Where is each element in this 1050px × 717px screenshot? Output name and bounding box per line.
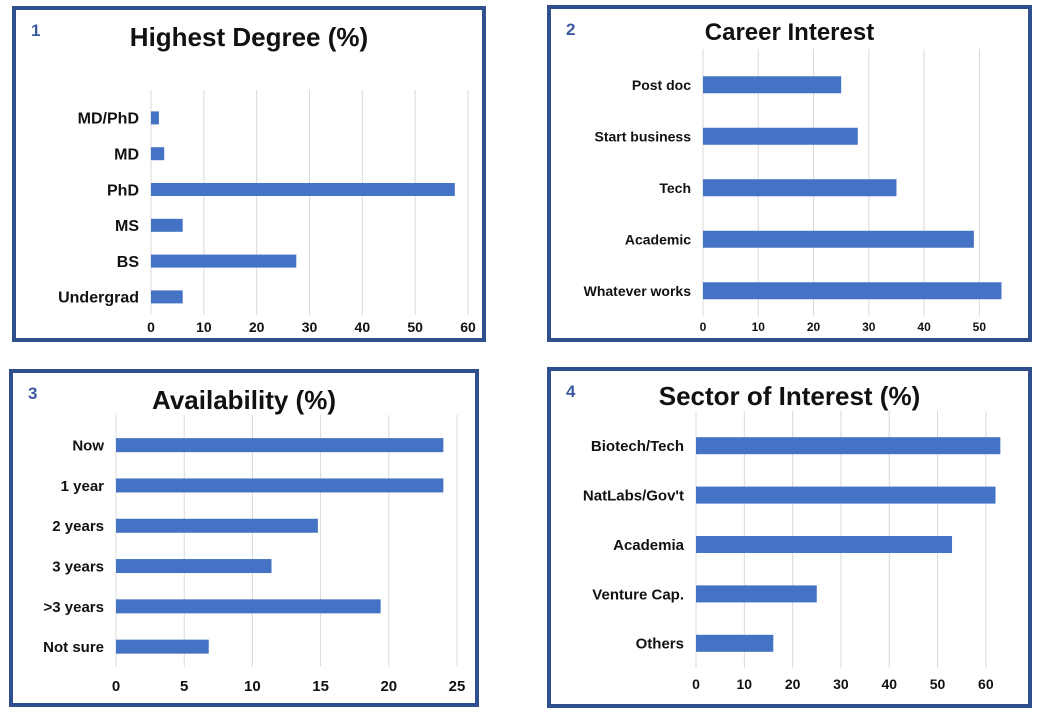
category-label: Now [72, 438, 104, 455]
x-tick-label: 25 [449, 678, 466, 695]
x-tick-label: 40 [917, 320, 931, 334]
category-label: 3 years [52, 558, 104, 575]
x-tick-label: 0 [112, 678, 120, 695]
bar [703, 282, 1002, 300]
category-label: Others [636, 636, 684, 653]
chart-title: Highest Degree (%) [129, 22, 369, 52]
bar [696, 634, 774, 652]
bar [151, 147, 165, 161]
x-tick-label: 20 [807, 320, 821, 334]
bar [151, 111, 159, 125]
bar [696, 585, 817, 603]
category-label: BS [117, 254, 140, 271]
bar [116, 559, 272, 574]
category-label: Post doc [632, 77, 691, 93]
bar [703, 127, 858, 145]
x-tick-label: 20 [249, 319, 265, 335]
category-label: Tech [659, 180, 691, 196]
bar [151, 290, 183, 304]
x-tick-label: 0 [692, 676, 700, 692]
chart-title: Availability (%) [152, 385, 336, 415]
bar [151, 183, 455, 196]
category-label: MD [114, 146, 139, 163]
chart-plot: 0 5 10 15 20 25 Now 1 year 2 years 3 years >3 year… [43, 415, 466, 695]
category-label: PhD [107, 182, 139, 199]
x-tick-label: 60 [460, 319, 476, 335]
chart-panel-career-interest: 2 Career Interest 0 10 20 30 40 50 Post doc Sta… [547, 5, 1032, 342]
category-label: 1 year [61, 478, 105, 495]
x-tick-label: 5 [180, 678, 188, 695]
category-label: >3 years [44, 599, 104, 616]
category-label: Not sure [43, 639, 104, 656]
bar [116, 518, 318, 533]
bar [696, 536, 953, 553]
x-tick-label: 30 [302, 319, 318, 335]
chart-plot: 0 10 20 30 40 50 60 MD/PhD MD PhD MS BS Undergrad [58, 90, 476, 335]
x-tick-label: 0 [147, 319, 155, 335]
x-tick-label: 40 [355, 319, 371, 335]
x-tick-label: 60 [978, 676, 994, 692]
category-label: Academic [625, 231, 691, 247]
bar [703, 230, 974, 248]
x-tick-label: 10 [737, 676, 753, 692]
bar [696, 437, 1001, 455]
bar [703, 76, 842, 94]
bar [116, 438, 444, 453]
chart-title: Sector of Interest (%) [658, 381, 921, 411]
category-label: Academia [613, 537, 685, 554]
chart-plot: 0 10 20 30 40 50 Post doc Start business Tech Aca… [584, 49, 1002, 334]
category-label: Start business [595, 128, 692, 144]
chart-panel-highest-degree: 1 Highest Degree (%) 0 10 20 30 40 50 60 MD/PhD… [12, 6, 486, 342]
bar [116, 599, 381, 614]
category-label: Undergrad [58, 290, 139, 307]
bar [151, 254, 297, 268]
panel-number: 3 [28, 384, 38, 403]
panel-number: 1 [31, 21, 41, 40]
category-label: Biotech/Tech [591, 438, 684, 455]
x-tick-label: 10 [196, 319, 212, 335]
x-tick-label: 10 [244, 678, 261, 695]
category-label: Whatever works [584, 283, 692, 299]
category-label: MS [115, 218, 139, 235]
category-label: NatLabs/Gov't [583, 488, 684, 505]
panel-number: 4 [566, 382, 576, 401]
category-label: Venture Cap. [592, 586, 684, 603]
x-tick-label: 40 [881, 676, 897, 692]
bar [151, 218, 183, 232]
x-tick-label: 20 [785, 676, 801, 692]
x-tick-label: 50 [973, 320, 987, 334]
bar [703, 179, 897, 197]
x-tick-label: 30 [862, 320, 876, 334]
chart-plot: 0 10 20 30 40 50 60 Biotech/Tech NatLabs/Gov't Ac… [583, 411, 1001, 692]
x-tick-label: 0 [700, 320, 707, 334]
chart-panel-availability: 3 Availability (%) 0 5 10 15 20 25 Now 1 year 2 … [9, 369, 479, 707]
chart-panel-sector-of-interest: 4 Sector of Interest (%) 0 10 20 30 40 50 60 Bi… [547, 367, 1032, 708]
x-tick-label: 10 [752, 320, 766, 334]
bar [116, 478, 444, 493]
x-tick-label: 50 [930, 676, 946, 692]
category-label: MD/PhD [78, 111, 139, 128]
panel-number: 2 [566, 20, 576, 39]
bar [696, 486, 996, 504]
category-label: 2 years [52, 518, 104, 535]
bar [116, 639, 209, 654]
x-tick-label: 30 [833, 676, 849, 692]
x-tick-label: 20 [380, 678, 397, 695]
chart-title: Career Interest [704, 19, 875, 46]
x-tick-label: 15 [312, 678, 329, 695]
x-tick-label: 50 [407, 319, 423, 335]
